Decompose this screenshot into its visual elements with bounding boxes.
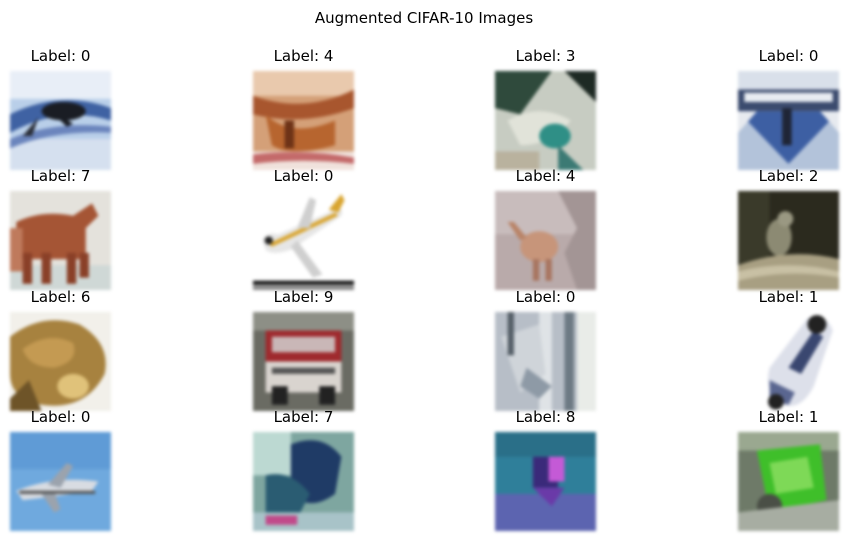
image-label: Label: 9 (273, 288, 334, 306)
airplane-image (10, 71, 111, 170)
image-label: Label: 0 (515, 288, 576, 306)
airplane-image (738, 71, 839, 170)
airplane-image (10, 432, 111, 531)
truck-image (253, 312, 354, 411)
image-label: Label: 0 (30, 47, 91, 65)
image-label: Label: 0 (273, 167, 334, 185)
frog-image (10, 312, 111, 411)
image-label: Label: 7 (273, 408, 334, 426)
airplane-image (253, 191, 354, 290)
image-label: Label: 1 (758, 408, 819, 426)
image-label: Label: 2 (758, 167, 819, 185)
deer-image (253, 71, 354, 170)
image-label: Label: 0 (758, 47, 819, 65)
image-label: Label: 0 (30, 408, 91, 426)
image-label: Label: 4 (515, 167, 576, 185)
image-label: Label: 6 (30, 288, 91, 306)
image-label: Label: 4 (273, 47, 334, 65)
deer-image (495, 191, 596, 290)
image-label: Label: 3 (515, 47, 576, 65)
figure-title: Augmented CIFAR-10 Images (314, 9, 534, 27)
automobile-image (738, 432, 839, 531)
image-label: Label: 8 (515, 408, 576, 426)
image-label: Label: 1 (758, 288, 819, 306)
horse-image (253, 432, 354, 531)
ship-image (495, 432, 596, 531)
airplane-image (495, 312, 596, 411)
cat-image (495, 71, 596, 170)
horse-image (10, 191, 111, 290)
bird-image (738, 191, 839, 290)
automobile-image (738, 312, 839, 411)
image-label: Label: 7 (30, 167, 91, 185)
